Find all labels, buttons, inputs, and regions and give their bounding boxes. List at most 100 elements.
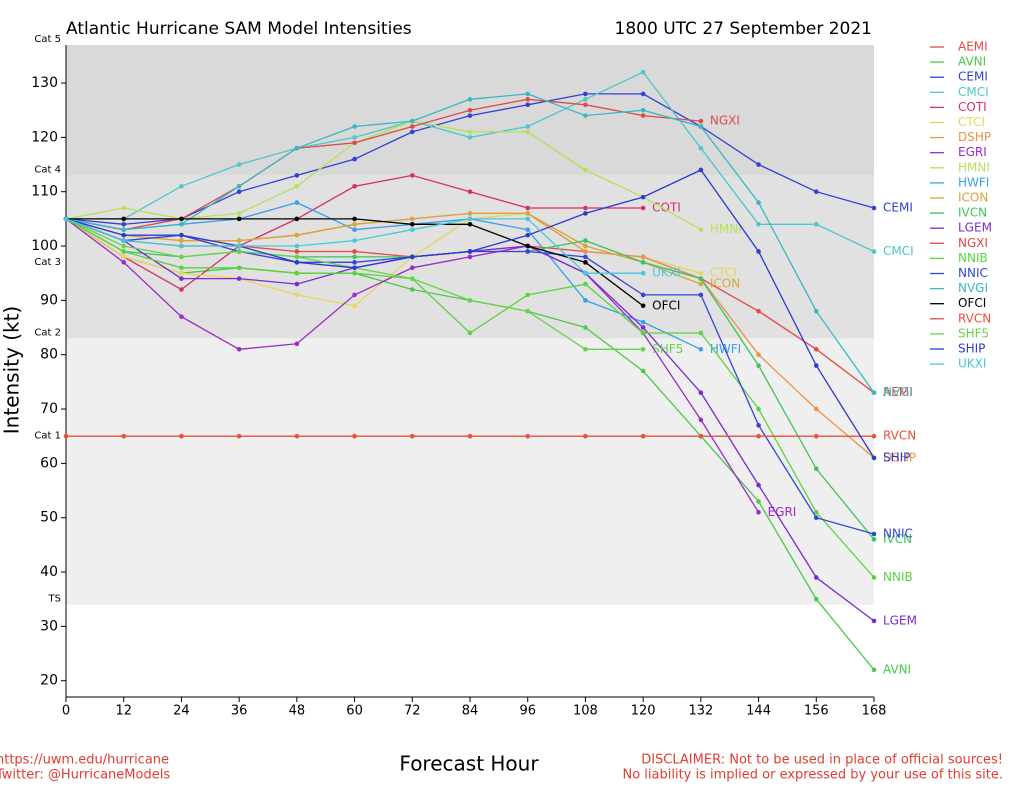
data-point bbox=[294, 270, 300, 276]
data-point bbox=[698, 292, 704, 298]
data-point bbox=[756, 499, 761, 504]
data-point bbox=[409, 129, 415, 135]
data-point bbox=[583, 254, 588, 260]
legend-label: OFCI bbox=[958, 296, 986, 310]
data-point bbox=[756, 222, 761, 227]
data-point bbox=[467, 254, 473, 260]
data-point bbox=[698, 167, 704, 173]
data-point bbox=[409, 124, 415, 129]
data-point bbox=[640, 194, 646, 200]
data-point bbox=[871, 618, 877, 624]
data-point bbox=[640, 113, 646, 118]
data-point bbox=[467, 211, 473, 216]
end-label: EGRI bbox=[768, 505, 797, 519]
data-point bbox=[352, 156, 357, 162]
data-point bbox=[583, 433, 588, 439]
data-point bbox=[409, 118, 415, 124]
data-point bbox=[294, 173, 300, 178]
end-label: CMCI bbox=[883, 244, 914, 258]
data-point bbox=[294, 341, 300, 347]
data-point bbox=[179, 265, 184, 271]
data-point bbox=[179, 433, 184, 439]
data-point bbox=[640, 69, 646, 75]
data-point bbox=[756, 433, 761, 439]
data-point bbox=[294, 249, 300, 254]
data-point bbox=[121, 227, 127, 233]
category-label: Cat 5 bbox=[34, 34, 61, 45]
category-label: Cat 2 bbox=[34, 327, 61, 338]
data-point bbox=[583, 346, 588, 352]
data-point bbox=[583, 102, 588, 108]
data-point bbox=[236, 249, 242, 254]
x-tick-label: 96 bbox=[519, 704, 536, 719]
data-point bbox=[583, 91, 588, 97]
data-point bbox=[813, 575, 819, 580]
legend-label: IVCN bbox=[958, 206, 987, 220]
data-point bbox=[467, 129, 473, 135]
data-point bbox=[121, 243, 127, 249]
data-point bbox=[813, 433, 819, 439]
data-point bbox=[236, 162, 242, 167]
data-point bbox=[640, 368, 646, 374]
data-point bbox=[525, 292, 531, 298]
data-point bbox=[813, 222, 819, 227]
y-tick-label: 100 bbox=[31, 238, 58, 254]
end-label: SHIP bbox=[883, 450, 910, 464]
data-point bbox=[121, 260, 127, 265]
y-tick-label: 60 bbox=[40, 455, 58, 471]
data-point bbox=[352, 135, 357, 140]
data-point bbox=[409, 265, 415, 271]
data-point bbox=[236, 183, 242, 189]
data-point bbox=[179, 222, 184, 227]
data-point bbox=[409, 433, 415, 439]
legend-label: AEMI bbox=[958, 40, 988, 54]
data-point bbox=[236, 276, 242, 281]
data-point bbox=[409, 173, 415, 178]
x-tick-label: 72 bbox=[404, 704, 421, 719]
data-point bbox=[640, 270, 646, 276]
legend-label: DSHP bbox=[958, 130, 991, 144]
data-point bbox=[640, 325, 646, 330]
end-label: OFCI bbox=[652, 298, 680, 312]
y-tick-label: 70 bbox=[40, 401, 58, 417]
data-point bbox=[525, 232, 531, 238]
data-point bbox=[756, 423, 761, 428]
data-point bbox=[813, 406, 819, 412]
data-point bbox=[525, 216, 531, 222]
data-point bbox=[179, 183, 184, 189]
data-point bbox=[121, 238, 127, 243]
data-point bbox=[525, 211, 531, 216]
data-point bbox=[640, 292, 646, 298]
data-point bbox=[294, 145, 300, 151]
series-line bbox=[65, 120, 702, 231]
end-label: ICON bbox=[710, 277, 740, 291]
legend-label: NGXI bbox=[958, 236, 988, 250]
data-point bbox=[871, 667, 877, 673]
data-point bbox=[179, 243, 184, 249]
end-label: AEMI bbox=[883, 385, 913, 399]
data-point bbox=[871, 575, 877, 580]
data-point bbox=[698, 145, 704, 151]
data-point bbox=[525, 205, 531, 211]
data-point bbox=[525, 91, 531, 97]
data-point bbox=[756, 509, 761, 515]
data-point bbox=[294, 200, 300, 205]
legend-label: EGRI bbox=[958, 145, 987, 159]
data-point bbox=[583, 243, 588, 249]
data-point bbox=[236, 189, 242, 194]
data-point bbox=[640, 346, 646, 352]
data-point bbox=[352, 124, 357, 129]
data-point bbox=[583, 238, 588, 243]
x-axis-label: Forecast Hour bbox=[399, 752, 539, 776]
data-point bbox=[294, 243, 300, 249]
category-band bbox=[66, 267, 874, 339]
data-point bbox=[352, 227, 357, 233]
data-point bbox=[467, 249, 473, 254]
disclaimer: No liability is implied or expressed by … bbox=[622, 768, 1003, 783]
data-point bbox=[409, 216, 415, 222]
data-point bbox=[294, 260, 300, 265]
data-point bbox=[179, 254, 184, 260]
data-point bbox=[294, 292, 300, 298]
category-band bbox=[66, 175, 874, 268]
